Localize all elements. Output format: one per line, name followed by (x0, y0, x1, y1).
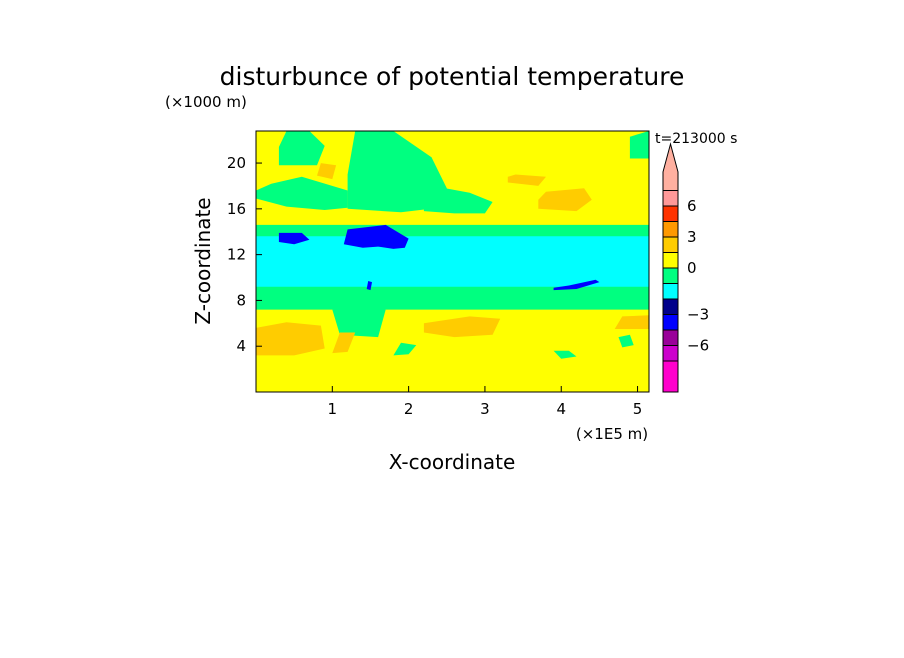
contour-region (629, 131, 649, 159)
x-tick-label: 5 (633, 400, 643, 418)
colorbar-swatch (662, 252, 679, 269)
x-tick-label: 1 (328, 400, 338, 418)
colorbar-swatch (662, 190, 679, 207)
contour-region (278, 131, 325, 166)
contour-region (343, 224, 409, 249)
contour-region (507, 174, 546, 186)
contour-region (618, 334, 634, 348)
colorbar-label: −3 (687, 306, 709, 324)
contour-regions (256, 131, 649, 359)
colorbar-arrow (662, 142, 679, 191)
contour-fill (256, 131, 649, 392)
contour-region (256, 322, 325, 356)
contour-region (278, 232, 310, 245)
contour-region (256, 283, 649, 310)
y-tick-label: 16 (227, 200, 246, 218)
contour-region (393, 342, 417, 356)
contour-region (366, 281, 372, 291)
y-tick-label: 20 (227, 154, 246, 172)
time-label: t=213000 s (655, 131, 737, 147)
contour-region (332, 332, 356, 354)
colorbar: −6 −3 0 3 6 (662, 142, 709, 393)
colorbar-swatch (662, 298, 679, 315)
contour-region (431, 239, 455, 251)
y-tick-label: 8 (236, 291, 246, 309)
contour-region (538, 188, 592, 212)
x-unit-label: (×1E5 m) (576, 425, 648, 443)
x-tick-label: 3 (480, 400, 490, 418)
x-axis-ticks: 1 2 3 4 5 (328, 386, 643, 418)
colorbar-swatch (662, 267, 679, 284)
contour-region (332, 307, 386, 338)
contour-region (553, 279, 600, 291)
x-axis-label: X-coordinate (389, 450, 516, 474)
contour-region (256, 236, 649, 287)
contour-region (614, 315, 649, 329)
contour-region (553, 350, 577, 359)
contour-region (256, 176, 348, 210)
colorbar-label: −6 (687, 337, 709, 355)
colorbar-swatch (662, 314, 679, 331)
chart-title: disturbunce of potential temperature (220, 62, 685, 91)
colorbar-swatch (662, 205, 679, 222)
contour-region (423, 187, 493, 214)
contour-region (423, 316, 501, 338)
colorbar-label: 0 (687, 259, 697, 277)
colorbar-label: 6 (687, 197, 697, 215)
colorbar-swatch (662, 221, 679, 238)
contour-region (347, 131, 447, 213)
colorbar-swatch (662, 360, 679, 393)
colorbar-swatch (662, 345, 679, 362)
y-axis-label: Z-coordinate (191, 197, 215, 324)
x-tick-label: 4 (556, 400, 566, 418)
colorbar-swatch (662, 283, 679, 300)
plot-frame (255, 130, 650, 393)
y-axis-ticks: 4 8 12 16 20 (227, 154, 262, 355)
colorbar-label: 3 (687, 228, 697, 246)
colorbar-swatch (662, 236, 679, 253)
y-tick-label: 4 (236, 337, 246, 355)
y-tick-label: 12 (227, 246, 246, 264)
x-tick-label: 2 (404, 400, 414, 418)
contour-region (317, 163, 337, 180)
colorbar-swatch (662, 329, 679, 346)
y-unit-label: (×1000 m) (165, 93, 247, 111)
